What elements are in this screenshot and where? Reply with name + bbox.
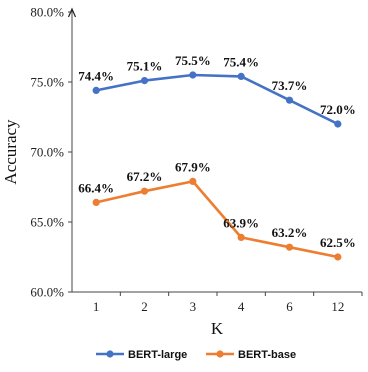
legend-label-bert-large: BERT-large — [128, 349, 187, 361]
y-axis-title: Accuracy — [1, 119, 20, 185]
data-label-bert-base: 66.4% — [78, 180, 114, 195]
data-label-bert-base: 62.5% — [320, 235, 356, 250]
data-point-bert-large — [92, 86, 100, 94]
x-tick-label: 3 — [190, 299, 197, 314]
data-label-bert-base: 67.2% — [127, 169, 163, 184]
x-tick-label: 4 — [238, 299, 245, 314]
data-point-bert-base — [140, 187, 149, 195]
x-tick-label: 1 — [93, 299, 100, 314]
data-point-bert-large — [140, 77, 149, 85]
x-tick-label: 2 — [141, 299, 148, 314]
data-point-bert-large — [334, 120, 342, 128]
data-point-bert-base — [92, 198, 100, 206]
data-label-bert-base: 67.9% — [175, 159, 211, 174]
x-axis-title: K — [211, 319, 224, 338]
y-tick-label: 80.0% — [30, 5, 64, 20]
data-point-bert-base — [285, 243, 294, 251]
legend-label-bert-base: BERT-base — [238, 349, 296, 361]
y-tick-label: 70.0% — [30, 145, 64, 160]
data-point-bert-large — [189, 71, 197, 79]
data-label-bert-base: 63.2% — [272, 225, 308, 240]
data-label-bert-large: 74.4% — [78, 68, 114, 83]
x-tick-label: 6 — [286, 299, 293, 314]
series-line-bert-base — [95, 180, 339, 259]
data-point-bert-large — [285, 96, 294, 104]
data-label-bert-large: 75.1% — [127, 59, 163, 74]
data-label-bert-large: 73.7% — [272, 78, 308, 93]
x-tick-label: 12 — [331, 299, 344, 314]
series-line-bert-large — [95, 73, 339, 126]
data-point-bert-base — [237, 233, 245, 241]
legend: BERT-large BERT-base — [96, 349, 296, 361]
data-label-bert-large: 75.4% — [223, 54, 259, 69]
legend-marker-bert-large — [106, 350, 114, 358]
data-label-bert-base: 63.9% — [223, 215, 259, 230]
data-point-bert-base — [334, 253, 342, 261]
y-tick-label: 75.0% — [30, 75, 64, 90]
y-tick-label: 65.0% — [30, 215, 64, 230]
data-point-bert-base — [189, 177, 197, 185]
data-label-bert-large: 75.5% — [175, 53, 211, 68]
legend-marker-bert-base — [216, 350, 224, 358]
series-layer — [92, 71, 342, 261]
data-point-bert-large — [237, 72, 245, 80]
data-labels: 74.4% 75.1% 75.5% 75.4% 73.7% 72.0% 66.4% 67.2%… — [78, 53, 355, 250]
y-tick-label: 60.0% — [30, 285, 64, 300]
axes: 60.0%65.0%70.0%75.0%80.0%1 2 3 4 6 12 — [30, 5, 363, 314]
y-axis-arrow — [67, 7, 77, 18]
data-label-bert-large: 72.0% — [320, 102, 356, 117]
